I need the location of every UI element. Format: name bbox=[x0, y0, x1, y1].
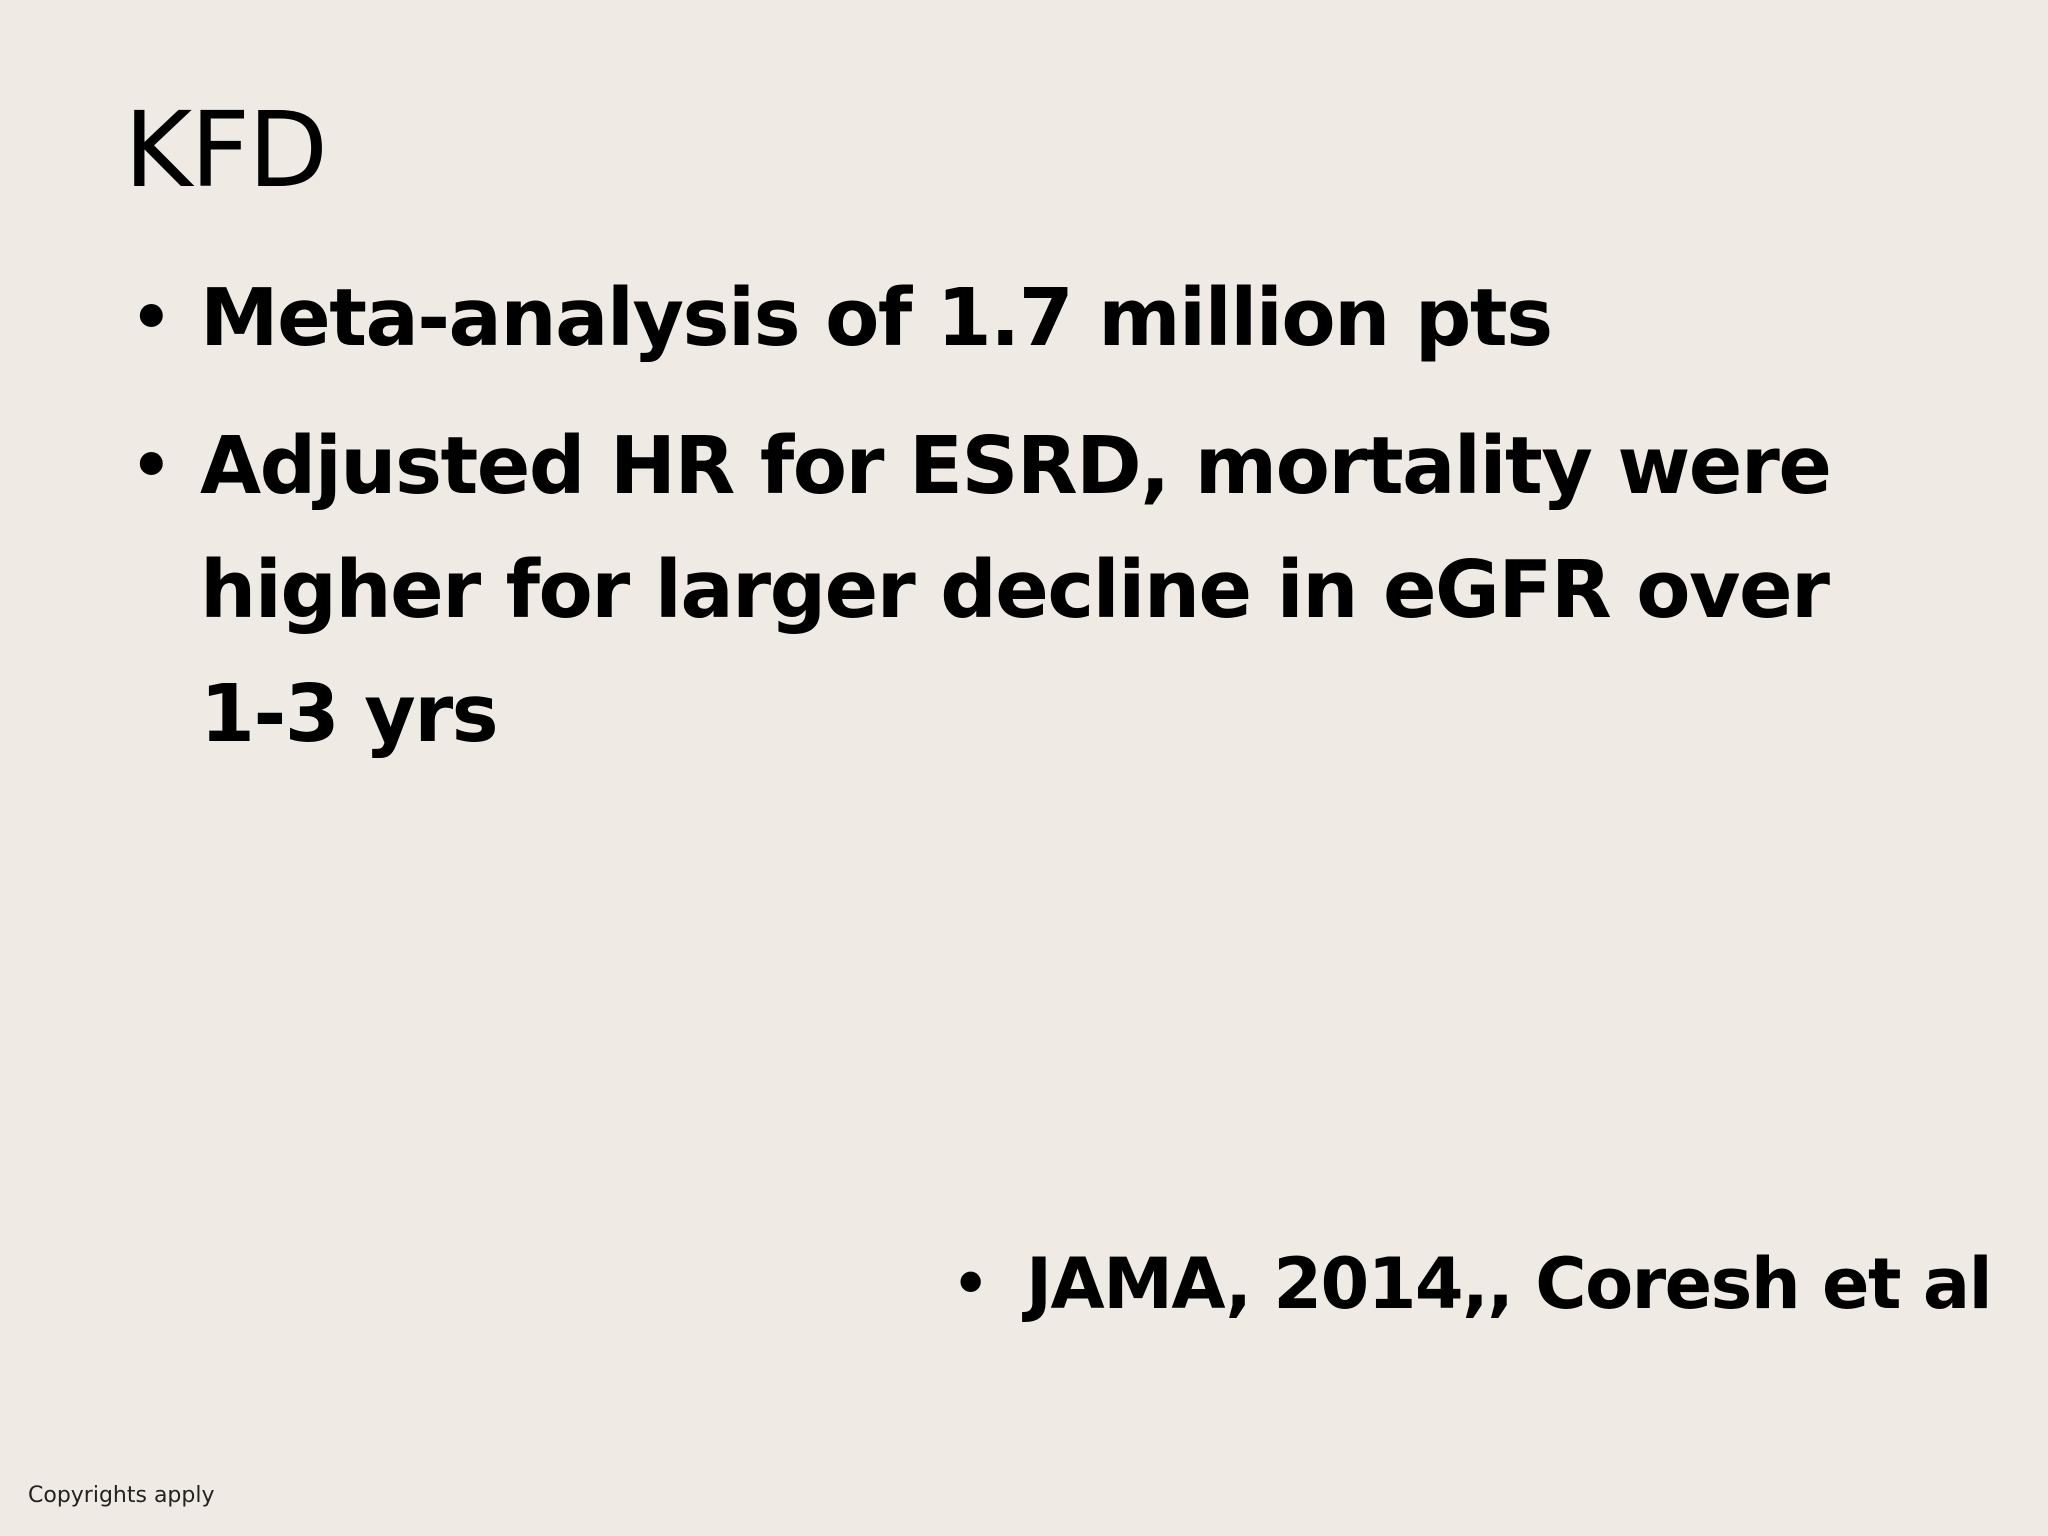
bullet-dot-icon: • bbox=[950, 1243, 991, 1325]
bullet-text: Adjusted HR for ESRD, mortality were hig… bbox=[200, 420, 1832, 760]
bullet-dot-icon: • bbox=[128, 420, 175, 512]
citation-text: JAMA, 2014,, Coresh et al bbox=[1026, 1243, 1993, 1325]
bullet-item: • Adjusted HR for ESRD, mortality were h… bbox=[124, 404, 1924, 776]
bullet-list: • Meta-analysis of 1.7 million pts • Adj… bbox=[124, 256, 1924, 800]
bullet-item: • Meta-analysis of 1.7 million pts bbox=[124, 256, 1924, 380]
bullet-dot-icon: • bbox=[128, 272, 175, 364]
citation: • JAMA, 2014,, Coresh et al bbox=[950, 1224, 1993, 1344]
bullet-text: Meta-analysis of 1.7 million pts bbox=[200, 272, 1553, 364]
slide-title: KFD bbox=[124, 89, 328, 211]
copyright-notice: Copyrights apply bbox=[28, 1483, 215, 1508]
